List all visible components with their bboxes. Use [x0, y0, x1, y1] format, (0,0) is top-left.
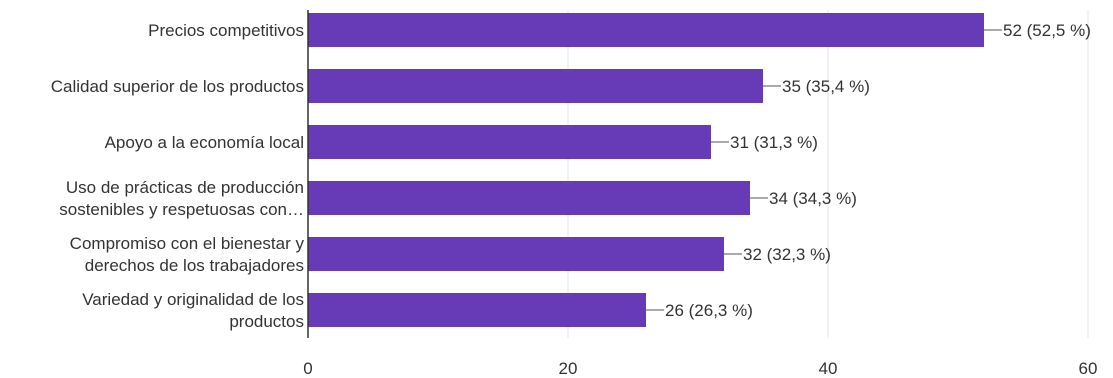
- bar: [308, 237, 724, 271]
- x-axis-ticks: 0 20 40 60: [303, 359, 1097, 378]
- data-label: 31 (31,3 %): [730, 133, 818, 152]
- data-label: 32 (32,3 %): [743, 245, 831, 264]
- bar: [308, 293, 646, 327]
- bar: [308, 69, 763, 103]
- category-label: Variedad y originalidad de los productos: [82, 290, 304, 331]
- category-label: Uso de prácticas de producción sostenible…: [59, 178, 304, 219]
- x-tick-label: 20: [559, 359, 578, 378]
- category-label: Compromiso con el bienestar y derechos de…: [70, 234, 305, 275]
- category-label-line: Calidad superior de los productos: [51, 77, 304, 96]
- data-label: 26 (26,3 %): [665, 301, 753, 320]
- category-label-line: productos: [229, 312, 304, 331]
- category-label-line: sostenibles y respetuosas con…: [59, 200, 304, 219]
- data-label: 52 (52,5 %): [1003, 21, 1091, 40]
- bars: 52 (52,5 %) 35 (35,4 %) 31 (31,3 %) 34 (34,…: [308, 13, 1091, 327]
- category-label-line: Uso de prácticas de producción: [66, 178, 304, 197]
- category-label-line: Apoyo a la economía local: [105, 133, 304, 152]
- x-tick-label: 40: [819, 359, 838, 378]
- category-label: Calidad superior de los productos: [51, 77, 304, 96]
- bar: [308, 13, 984, 47]
- data-label: 35 (35,4 %): [782, 77, 870, 96]
- bar: [308, 181, 750, 215]
- x-tick-label: 0: [303, 359, 312, 378]
- category-labels: Precios competitivos Calidad superior de …: [51, 21, 305, 331]
- category-label-line: Variedad y originalidad de los: [82, 290, 304, 309]
- grid-lines: [567, 10, 1089, 338]
- category-label-line: Compromiso con el bienestar y: [70, 234, 305, 253]
- category-label-line: Precios competitivos: [148, 21, 304, 40]
- bar: [308, 125, 711, 159]
- category-label: Apoyo a la economía local: [105, 133, 304, 152]
- category-label: Precios competitivos: [148, 21, 304, 40]
- category-label-line: derechos de los trabajadores: [85, 256, 304, 275]
- data-label: 34 (34,3 %): [769, 189, 857, 208]
- x-tick-label: 60: [1079, 359, 1098, 378]
